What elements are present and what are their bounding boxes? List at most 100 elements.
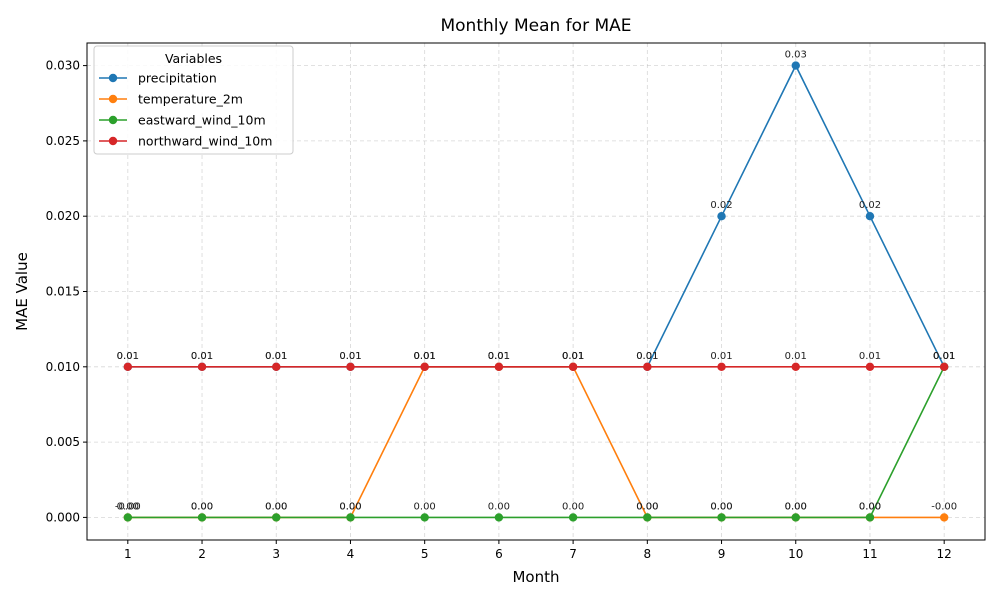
series-layer — [123, 61, 949, 522]
x-axis: 1 2 3 4 5 6 7 8 9 10 11 12 — [124, 540, 952, 561]
data-label-precipitation: 0.02 — [859, 200, 881, 211]
data-label-precipitation: 0.03 — [785, 50, 807, 61]
data-label-eastward_wind_10m: 0.00 — [191, 501, 213, 512]
legend-swatch-marker — [108, 136, 118, 146]
data-point-precipitation — [791, 61, 800, 70]
y-tick-label: 0.030 — [46, 59, 80, 73]
data-label-eastward_wind_10m: 0.00 — [265, 501, 287, 512]
data-label-northward_wind_10m: 0.01 — [414, 351, 436, 362]
data-point-northward_wind_10m — [123, 362, 133, 372]
data-label-northward_wind_10m: 0.01 — [933, 351, 955, 362]
chart-title: Monthly Mean for MAE — [440, 16, 631, 36]
series-line-eastward_wind_10m — [127, 366, 945, 519]
data-label-precipitation: 0.01 — [933, 351, 955, 362]
data-label-eastward_wind_10m: 0.00 — [339, 501, 361, 512]
data-point-northward_wind_10m — [865, 362, 875, 372]
data-point-northward_wind_10m — [791, 362, 800, 372]
data-point-temperature_2m — [939, 513, 949, 522]
legend-swatch-marker — [108, 73, 118, 83]
data-point-eastward_wind_10m — [420, 513, 429, 522]
legend-box — [93, 45, 294, 155]
legend-title: Variables — [165, 51, 222, 66]
data-point-eastward_wind_10m — [197, 513, 207, 522]
data-point-eastward_wind_10m — [568, 513, 578, 522]
data-label-precipitation: 0.02 — [710, 200, 732, 211]
x-tick-label: 8 — [644, 547, 652, 561]
data-point-eastward_wind_10m — [123, 513, 133, 522]
data-label-temperature_2m: -0.00 — [115, 501, 141, 512]
data-label-temperature_2m: 0.00 — [191, 501, 213, 512]
y-axis-label: MAE Value — [13, 252, 31, 331]
x-tick-label: 10 — [788, 547, 803, 561]
legend-label: eastward_wind_10m — [138, 113, 266, 128]
y-tick-label: 0.010 — [46, 360, 80, 374]
legend-label: precipitation — [138, 71, 217, 86]
data-point-northward_wind_10m — [717, 362, 726, 372]
data-point-northward_wind_10m — [643, 362, 652, 372]
data-label-temperature_2m: -0.00 — [931, 501, 957, 512]
data-label-precipitation: 0.01 — [414, 351, 436, 362]
y-tick-label: 0.005 — [46, 435, 80, 449]
data-label-northward_wind_10m: 0.01 — [339, 351, 361, 362]
y-tick-label: 0.000 — [46, 510, 80, 524]
data-point-precipitation — [717, 211, 726, 221]
data-point-eastward_wind_10m — [865, 513, 875, 522]
x-tick-label: 1 — [124, 547, 132, 561]
data-label-precipitation: 0.01 — [339, 351, 361, 362]
legend-item: precipitation — [99, 71, 217, 86]
data-label-eastward_wind_10m: 0.00 — [414, 501, 436, 512]
data-label-eastward_wind_10m: 0.00 — [859, 501, 881, 512]
x-tick-label: 6 — [495, 547, 503, 561]
x-tick-label: 3 — [272, 547, 280, 561]
data-label-temperature_2m: 0.00 — [265, 501, 287, 512]
data-label-eastward_wind_10m: 0.00 — [488, 501, 510, 512]
data-point-precipitation — [865, 211, 875, 221]
data-label-eastward_wind_10m: 0.01 — [933, 351, 955, 362]
legend-item: northward_wind_10m — [99, 134, 272, 149]
data-label-precipitation: 0.01 — [265, 351, 287, 362]
data-label-precipitation: 0.01 — [117, 351, 139, 362]
legend: Variables precipitation temperature_2meas… — [93, 45, 294, 155]
data-label-precipitation: 0.01 — [562, 351, 584, 362]
data-point-eastward_wind_10m — [791, 513, 800, 522]
x-tick-label: 12 — [937, 547, 952, 561]
data-label-temperature_2m: 0.01 — [562, 351, 584, 362]
series-northward_wind_10m — [123, 362, 949, 372]
data-point-northward_wind_10m — [420, 362, 429, 372]
data-point-eastward_wind_10m — [643, 513, 652, 522]
data-label-northward_wind_10m: 0.01 — [191, 351, 213, 362]
data-label-precipitation: 0.01 — [191, 351, 213, 362]
x-tick-label: 11 — [862, 547, 877, 561]
data-label-temperature_2m: 0.00 — [785, 501, 807, 512]
y-tick-label: 0.015 — [46, 285, 80, 299]
legend-label: temperature_2m — [138, 92, 243, 107]
data-label-precipitation: 0.01 — [636, 351, 658, 362]
data-point-eastward_wind_10m — [346, 513, 355, 522]
data-label-northward_wind_10m: 0.01 — [488, 351, 510, 362]
data-label-northward_wind_10m: 0.01 — [710, 351, 732, 362]
y-axis: 0.000 0.005 0.010 0.015 0.020 0.025 0.030 — [46, 59, 87, 524]
data-label-northward_wind_10m: 0.01 — [265, 351, 287, 362]
data-label-temperature_2m: 0.00 — [636, 501, 658, 512]
data-point-northward_wind_10m — [346, 362, 355, 372]
data-point-northward_wind_10m — [494, 362, 504, 372]
legend-items: precipitation temperature_2m eastward_wind… — [99, 71, 272, 149]
data-label-temperature_2m: 0.00 — [859, 501, 881, 512]
data-label-precipitation: 0.01 — [488, 351, 510, 362]
data-point-eastward_wind_10m — [717, 513, 726, 522]
x-tick-label: 4 — [347, 547, 355, 561]
data-label-eastward_wind_10m: 0.00 — [117, 501, 139, 512]
legend-swatch-marker — [108, 115, 118, 125]
data-point-northward_wind_10m — [197, 362, 207, 372]
data-point-eastward_wind_10m — [272, 513, 281, 522]
data-label-eastward_wind_10m: 0.00 — [710, 501, 732, 512]
data-label-northward_wind_10m: 0.01 — [859, 351, 881, 362]
data-point-northward_wind_10m — [568, 362, 578, 372]
data-label-temperature_2m: 0.00 — [710, 501, 732, 512]
x-tick-label: 9 — [718, 547, 726, 561]
data-point-northward_wind_10m — [939, 362, 949, 372]
data-point-eastward_wind_10m — [494, 513, 504, 522]
legend-item: temperature_2m — [99, 92, 243, 107]
data-label-eastward_wind_10m: 0.00 — [785, 501, 807, 512]
data-label-temperature_2m: 0.01 — [414, 351, 436, 362]
